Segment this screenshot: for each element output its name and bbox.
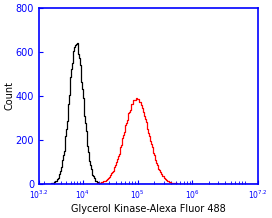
Y-axis label: Count: Count <box>4 82 14 111</box>
X-axis label: Glycerol Kinase-Alexa Fluor 488: Glycerol Kinase-Alexa Fluor 488 <box>71 204 226 214</box>
